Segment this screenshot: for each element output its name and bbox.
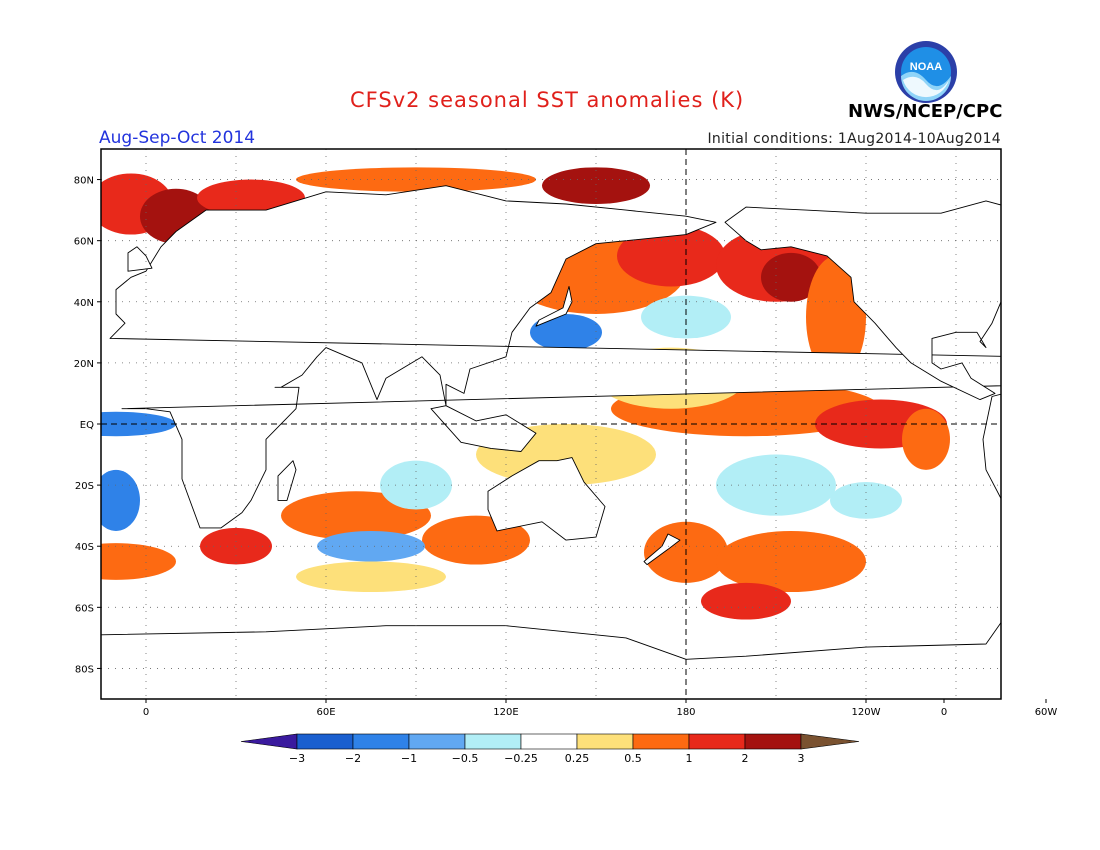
lat-tick-label: 20N [74, 359, 94, 370]
lat-tick-label: 80N [74, 176, 94, 187]
anomaly-patch [101, 411, 176, 437]
land-mask [101, 170, 1100, 699]
noaa-logo-icon: NOAA [895, 41, 957, 103]
landmass-madagascar [277, 460, 297, 501]
colorbar-segment [464, 733, 522, 750]
colorbar-segment [296, 733, 354, 750]
lat-tick-label: 20S [75, 481, 94, 492]
landmass-greenland [1046, 170, 1100, 240]
colorbar-tick-label: −0.5 [452, 752, 479, 765]
anomaly-patch [641, 295, 731, 339]
landmass-north-america [724, 200, 1001, 401]
landmass-indonesia [430, 405, 537, 452]
colorbar-segment [688, 733, 746, 750]
landmass-antarctica [101, 622, 1001, 699]
anomaly-patch [296, 561, 446, 593]
anomaly-patch [1016, 485, 1076, 546]
colorbar-segment [744, 733, 802, 750]
anomaly-patch [542, 167, 650, 205]
lon-tick-label: 120E [493, 707, 518, 718]
colorbar-low-arrow [240, 733, 298, 750]
landmass-eurasia-africa [109, 185, 1001, 529]
lat-tick-label: 60N [74, 237, 94, 248]
colorbar-legend: −3 −2 −1 −0.5 −0.25 0.25 0.5 1 2 3 [240, 733, 860, 765]
lon-tick-label: 60W [1035, 707, 1058, 718]
axis-labels: 80N 60N 40N 20N EQ 20S 40S 60S 80S 0 60E 120E 180 120… [74, 176, 1058, 718]
colorbar-segment [408, 733, 466, 750]
logo-text: NOAA [910, 61, 942, 73]
colorbar-tick-label: −1 [401, 752, 417, 765]
anomaly-patch [902, 408, 950, 470]
colorbar-tick-label: −3 [289, 752, 305, 765]
initial-conditions-label: Initial conditions: 1Aug2014-10Aug2014 [707, 131, 1001, 147]
colorbar-tick-label: −2 [345, 752, 361, 765]
lat-tick-label: EQ [80, 420, 94, 431]
anomaly-patch [530, 314, 602, 351]
anomaly-patch [1061, 259, 1100, 345]
colorbar-segment [520, 733, 578, 750]
lon-tick-label: 120W [852, 707, 881, 718]
forecast-period-label: Aug-Sep-Oct 2014 [99, 128, 256, 148]
landmass-australia [487, 457, 606, 541]
colorbar-tick-label: 2 [742, 752, 749, 765]
colorbar-tick-label: 0.5 [624, 752, 642, 765]
anomaly-patch [617, 225, 725, 287]
map-title: CFSv2 seasonal SST anomalies (K) [350, 88, 745, 112]
colorbar-segment [352, 733, 410, 750]
organization-label: NWS/NCEP/CPC [848, 101, 1003, 122]
colorbar-segment [576, 733, 634, 750]
anomaly-patch [992, 208, 1001, 243]
anomaly-patch [830, 482, 902, 519]
lon-tick-label: 0 [941, 707, 947, 718]
anomaly-patch [716, 530, 866, 593]
anomaly-patch [701, 582, 791, 620]
anomaly-patch [200, 527, 272, 565]
colorbar-tick-label: −0.25 [504, 752, 538, 765]
lon-tick-label: 180 [676, 707, 695, 718]
colorbar-tick-label: 3 [798, 752, 805, 765]
lon-tick-label: 0 [143, 707, 149, 718]
landmass-japan [535, 286, 573, 327]
lon-tick-label: 60E [316, 707, 335, 718]
colorbar-segment [632, 733, 690, 750]
landmass-uk [127, 246, 153, 272]
lat-tick-label: 60S [75, 603, 94, 614]
landmass-new-zealand [643, 533, 681, 566]
colorbar-high-arrow [800, 733, 860, 750]
anomaly-patch [101, 469, 140, 531]
anomaly-patch [806, 255, 866, 379]
colorbar-tick-label: 1 [686, 752, 693, 765]
anomaly-patch [1091, 507, 1100, 556]
lat-tick-label: 80S [75, 664, 94, 675]
colorbar-tick-label: 0.25 [565, 752, 590, 765]
lat-tick-label: 40N [74, 298, 94, 309]
anomaly-patch [317, 530, 425, 562]
graticule [101, 149, 1001, 699]
anomaly-patch [101, 543, 176, 580]
landmass-south-america [982, 393, 1001, 593]
lat-tick-label: 40S [75, 542, 94, 553]
anomaly-patch [1016, 345, 1076, 382]
